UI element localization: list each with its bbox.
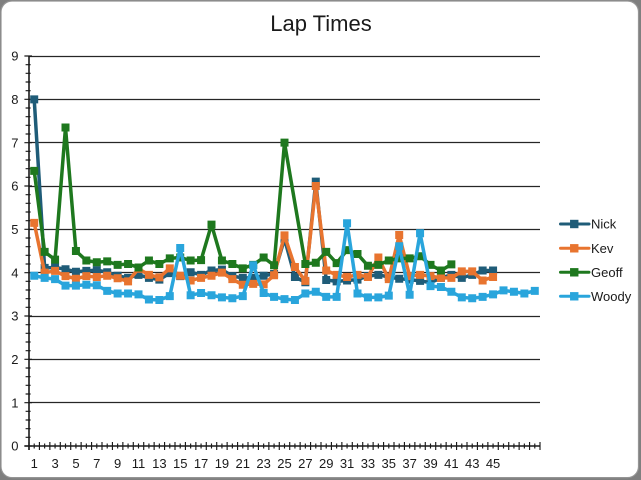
svg-text:31: 31 [340, 456, 354, 471]
svg-text:7: 7 [93, 456, 100, 471]
svg-text:6: 6 [11, 179, 18, 194]
svg-text:7: 7 [11, 135, 18, 150]
svg-text:25: 25 [277, 456, 291, 471]
svg-text:33: 33 [361, 456, 375, 471]
svg-text:45: 45 [486, 456, 500, 471]
svg-text:0: 0 [11, 439, 18, 454]
svg-text:4: 4 [11, 265, 18, 280]
svg-text:17: 17 [194, 456, 208, 471]
svg-text:41: 41 [444, 456, 458, 471]
svg-text:19: 19 [215, 456, 229, 471]
svg-text:Kev: Kev [591, 241, 614, 256]
svg-text:35: 35 [382, 456, 396, 471]
svg-text:Lap Times: Lap Times [270, 11, 372, 36]
svg-text:Woody: Woody [591, 289, 632, 304]
svg-text:23: 23 [256, 456, 270, 471]
svg-text:3: 3 [51, 456, 58, 471]
svg-text:13: 13 [152, 456, 166, 471]
svg-text:9: 9 [11, 49, 18, 64]
svg-text:Nick: Nick [591, 217, 617, 232]
svg-text:5: 5 [11, 222, 18, 237]
svg-text:8: 8 [11, 92, 18, 107]
svg-text:37: 37 [402, 456, 416, 471]
svg-text:1: 1 [31, 456, 38, 471]
svg-text:43: 43 [465, 456, 479, 471]
svg-text:11: 11 [132, 456, 146, 471]
svg-text:15: 15 [173, 456, 187, 471]
svg-text:39: 39 [423, 456, 437, 471]
svg-text:Geoff: Geoff [591, 265, 623, 280]
svg-text:29: 29 [319, 456, 333, 471]
svg-text:21: 21 [236, 456, 250, 471]
svg-text:5: 5 [72, 456, 79, 471]
svg-text:27: 27 [298, 456, 312, 471]
svg-text:2: 2 [11, 352, 18, 367]
svg-text:1: 1 [11, 395, 18, 410]
svg-text:3: 3 [11, 309, 18, 324]
svg-text:9: 9 [114, 456, 121, 471]
